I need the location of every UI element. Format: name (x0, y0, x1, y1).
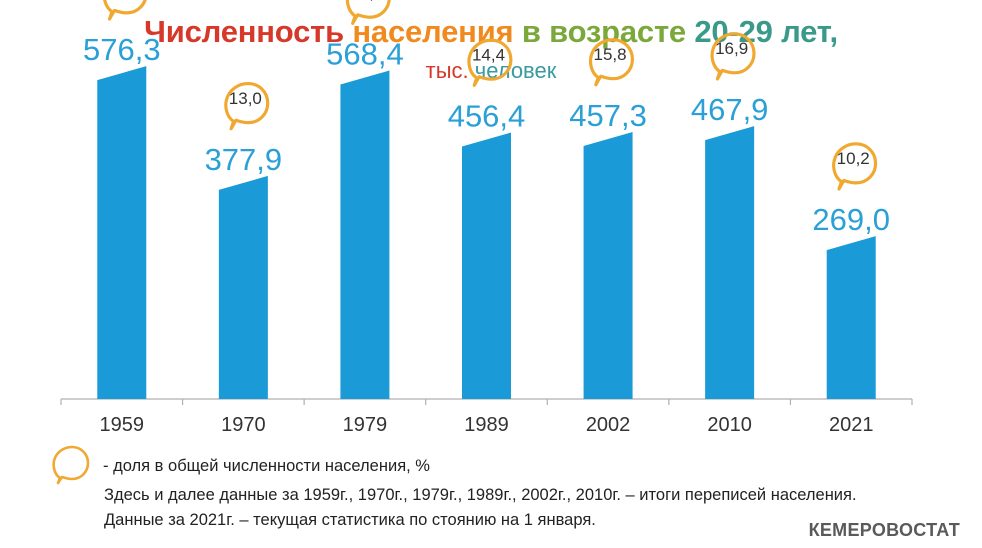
speech-bubble-icon (467, 38, 513, 87)
bar-1979 (340, 70, 390, 400)
x-tick-label-2002: 2002 (586, 414, 631, 436)
x-tick-label-1970: 1970 (221, 414, 266, 436)
title-part-2: в возрасте (521, 14, 695, 49)
share-bubble-2010 (710, 32, 756, 81)
x-tick-label-1959: 1959 (100, 414, 145, 436)
speech-bubble-icon (345, 0, 391, 25)
share-label-2010: 16,9 (715, 39, 748, 58)
share-label-1970: 13,0 (229, 89, 262, 108)
share-bubble-2021 (832, 142, 878, 191)
speech-bubble-icon (103, 0, 147, 21)
footnote-current: Данные за 2021г. – текущая статистика по… (104, 511, 596, 529)
x-tick-label-2010: 2010 (707, 414, 752, 436)
chart-title: Численность населения в возрасте 20-29 л… (0, 14, 982, 50)
value-label-2010: 467,9 (691, 92, 769, 127)
value-label-1959: 576,3 (83, 32, 161, 67)
x-tick-label-2021: 2021 (829, 414, 874, 436)
bar-2021 (826, 236, 876, 399)
share-bubble-2002 (588, 38, 635, 87)
x-tick-label-1979: 1979 (343, 414, 388, 436)
share-label-1989: 14,4 (472, 46, 505, 65)
legend-text: - доля в общей численности населения, % (103, 457, 430, 475)
value-label-2021: 269,0 (812, 202, 890, 237)
speech-bubble-icon (224, 82, 270, 131)
share-bubble-1989 (467, 38, 513, 87)
chart-subtitle: тыс. человек (0, 58, 982, 84)
title-part-0: Численность (144, 14, 353, 49)
share-label-2002: 15,8 (594, 45, 627, 64)
speech-bubble-icon (832, 142, 878, 191)
bar-2010 (705, 126, 755, 400)
bar-1989 (462, 132, 511, 399)
share-bubble-1959 (103, 0, 147, 21)
bar-1970 (218, 175, 268, 399)
title-part-3: 20-29 лет, (694, 14, 838, 49)
brand-logo-text: КЕМЕРОВОСТАТ (808, 520, 960, 540)
bar-2002 (583, 132, 633, 400)
value-label-1979: 568,4 (326, 37, 404, 72)
footnote-census: Здесь и далее данные за 1959г., 1970г., … (104, 486, 857, 504)
speech-bubble-icon (710, 32, 756, 81)
share-label-1979: 19,2 (350, 0, 383, 3)
value-label-2002: 457,3 (569, 98, 647, 133)
share-label-2021: 10,2 (837, 149, 870, 168)
value-label-1989: 456,4 (448, 99, 526, 134)
share-bubble-1979 (345, 0, 391, 25)
value-label-1970: 377,9 (205, 142, 283, 177)
bar-1959 (97, 66, 147, 399)
speech-bubble-icon (52, 445, 90, 485)
x-tick-label-1989: 1989 (464, 414, 509, 436)
title-part-1: населения (352, 14, 522, 49)
share-bubble-1970 (224, 82, 270, 131)
subtitle-part-0: тыс. (425, 58, 475, 83)
speech-bubble-icon (588, 38, 635, 87)
